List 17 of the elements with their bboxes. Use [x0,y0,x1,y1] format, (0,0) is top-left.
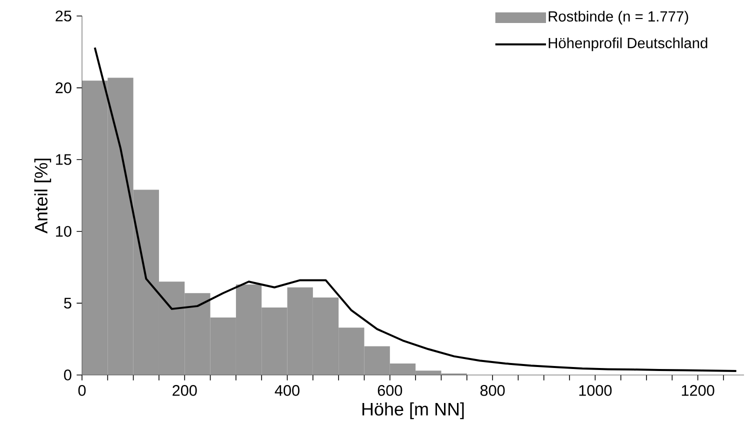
y-tick-label: 0 [64,370,72,380]
x-tick-label: 1000 [579,385,612,396]
y-axis-title: Anteil [%] [34,158,52,234]
x-tick-label: 0 [78,385,86,396]
x-tick-label: 400 [274,385,300,396]
legend-label: Rostbinde (n = 1.777) [548,10,688,24]
x-tick-label: 800 [480,385,505,396]
x-tick-label: 1200 [682,385,714,396]
x-tick-label: 600 [378,385,402,396]
y-tick-label: 20 [56,82,72,94]
legend-label: Höhenprofil Deutschland [548,37,708,52]
x-axis-title: Höhe [m NN] [362,402,464,420]
y-tick-label: 5 [64,298,72,309]
y-tick-label: 15 [56,154,72,165]
y-tick-label: 25 [56,10,72,22]
y-tick-label: 10 [56,226,72,237]
x-tick-label: 200 [172,385,197,396]
